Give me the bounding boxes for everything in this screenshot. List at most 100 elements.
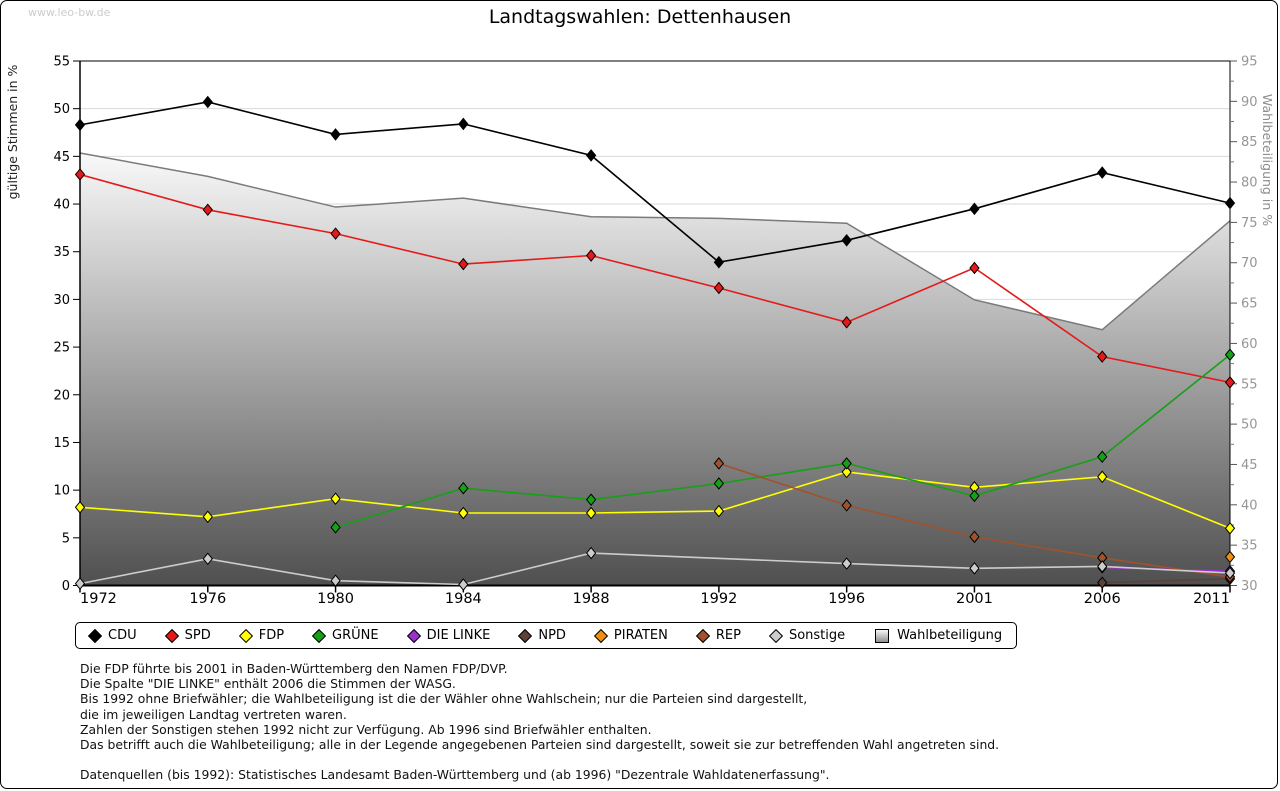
x-tick-label: 1984: [445, 591, 482, 607]
marker-SPD: [841, 316, 852, 329]
y-tick-right: 95: [1241, 55, 1258, 70]
y-tick-left: 10: [53, 484, 70, 499]
marker-CDU: [458, 117, 469, 131]
marker-SPD: [330, 227, 341, 240]
legend-item-SPD: SPD: [164, 628, 211, 643]
turnout-area-fill: [80, 152, 1230, 586]
y-tick-right: 35: [1241, 539, 1258, 554]
y-tick-left: 5: [62, 531, 70, 546]
watermark: www.leo-bw.de: [28, 6, 111, 19]
footnote-line: die im jeweiligen Landtag vertreten ware…: [80, 706, 347, 722]
legend-marker-diamond: [695, 628, 710, 643]
marker-GRÜNE: [1097, 450, 1108, 464]
y-tick-right: 50: [1241, 418, 1258, 433]
legend-marker-diamond: [164, 628, 179, 643]
legend-marker-diamond: [518, 628, 533, 643]
axis-ticks: 0 5 10 15 20 25 30 35 40 45 50 55 30 35 40 45 50 55 60 65 70…: [53, 55, 1257, 608]
y-axis-title-right: Wahlbeteiligung in %: [1260, 94, 1275, 226]
marker-CDU: [74, 118, 86, 132]
marker-Sonstige: [1224, 566, 1236, 580]
marker-FDP: [585, 506, 597, 520]
footnote-line: [80, 752, 999, 767]
marker-GRÜNE: [969, 489, 980, 503]
x-tick-label: 1976: [189, 591, 226, 607]
marker-CDU: [330, 128, 341, 141]
legend-marker-diamond: [311, 628, 327, 643]
y-tick-right: 45: [1241, 458, 1258, 473]
y-tick-right: 90: [1241, 95, 1258, 110]
marker-GRÜNE: [458, 481, 469, 495]
y-tick-left: 20: [53, 388, 70, 403]
y-tick-left: 35: [53, 245, 70, 260]
marker-Sonstige: [202, 552, 213, 566]
chart-svg: 0 5 10 15 20 25 30 35 40 45 50 55 30 35 40 45 50 55 60 65 70…: [5, 55, 1275, 608]
series-PIRATEN: [1224, 550, 1236, 564]
marker-PIRATEN: [1224, 550, 1236, 564]
marker-Sonstige: [1097, 560, 1108, 573]
series-Sonstige: [74, 546, 1236, 591]
legend-label: GRÜNE: [332, 628, 379, 643]
legend-item-PIRATEN: PIRATEN: [593, 628, 668, 643]
page-title: Landtagswahlen: Dettenhausen: [488, 6, 792, 28]
footnote-line: Das betrifft auch die Wahlbeteiligung; a…: [80, 737, 1000, 753]
marker-Sonstige: [330, 574, 341, 588]
x-tick-label: 2001: [956, 591, 993, 607]
marker-FDP: [713, 504, 725, 518]
y-tick-left: 30: [53, 293, 70, 308]
legend-item-Sonstige: Sonstige: [768, 628, 845, 643]
marker-CDU: [585, 149, 597, 162]
marker-CDU: [713, 255, 725, 269]
legend-label: SPD: [184, 628, 211, 643]
legend-label: FDP: [258, 628, 285, 643]
marker-CDU: [841, 233, 852, 247]
y-tick-right: 60: [1241, 337, 1258, 352]
legend-label: REP: [715, 628, 741, 643]
x-tick-label: 1992: [700, 591, 737, 607]
marker-FDP: [1224, 521, 1236, 535]
y-tick-right: 75: [1241, 216, 1258, 231]
legend-marker-diamond: [593, 628, 608, 643]
marker-CDU: [202, 95, 213, 109]
marker-SPD: [458, 257, 469, 271]
legend-label: NPD: [538, 628, 566, 643]
x-tick-label: 1972: [80, 591, 117, 607]
marker-FDP: [1097, 470, 1108, 484]
marker-NPD: [1097, 576, 1108, 589]
legend-item-NPD: NPD: [518, 628, 566, 643]
marker-CDU: [969, 202, 980, 216]
footnote-line: Die FDP führte bis 2001 in Baden-Württem…: [80, 661, 508, 676]
x-tick-label: 2006: [1084, 591, 1121, 607]
footnote-line: Datenquellen (bis 1992): Statistisches L…: [80, 767, 830, 783]
y-tick-left: 0: [62, 579, 70, 594]
legend-item-REP: REP: [695, 628, 741, 643]
x-tick-label: 1996: [828, 591, 865, 607]
marker-Sonstige: [841, 557, 852, 570]
marker-FDP: [841, 465, 852, 479]
turnout-area: [79, 152, 1231, 586]
y-tick-right: 40: [1241, 498, 1258, 513]
footnote-line: Bis 1992 ohne Briefwähler; die Wahlbetei…: [80, 691, 808, 707]
x-tick-label: 1988: [573, 591, 610, 607]
legend-marker-diamond: [87, 628, 103, 643]
y-tick-left: 50: [53, 102, 70, 117]
marker-REP: [841, 499, 852, 512]
series-GRÜNE: [330, 348, 1236, 534]
y-tick-right: 85: [1241, 135, 1258, 150]
marker-SPD: [1224, 376, 1236, 389]
marker-SPD: [713, 281, 725, 295]
turnout-line: [79, 152, 1231, 331]
marker-REP: [969, 530, 980, 544]
marker-SPD: [202, 203, 213, 217]
legend-marker-diamond: [768, 628, 784, 643]
y-tick-right: 80: [1241, 176, 1258, 191]
marker-SPD: [969, 261, 980, 275]
marker-SPD: [74, 168, 86, 181]
x-tick-label: 1980: [317, 591, 354, 607]
y-tick-left: 45: [53, 150, 70, 165]
y-tick-left: 25: [53, 341, 70, 356]
series-SPD: [74, 168, 1236, 389]
footnote-line: Zahlen der Sonstigen stehen 1992 nicht z…: [80, 721, 652, 737]
y-tick-left: 40: [53, 198, 70, 213]
marker-Sonstige: [458, 578, 469, 591]
marker-FDP: [74, 501, 86, 514]
